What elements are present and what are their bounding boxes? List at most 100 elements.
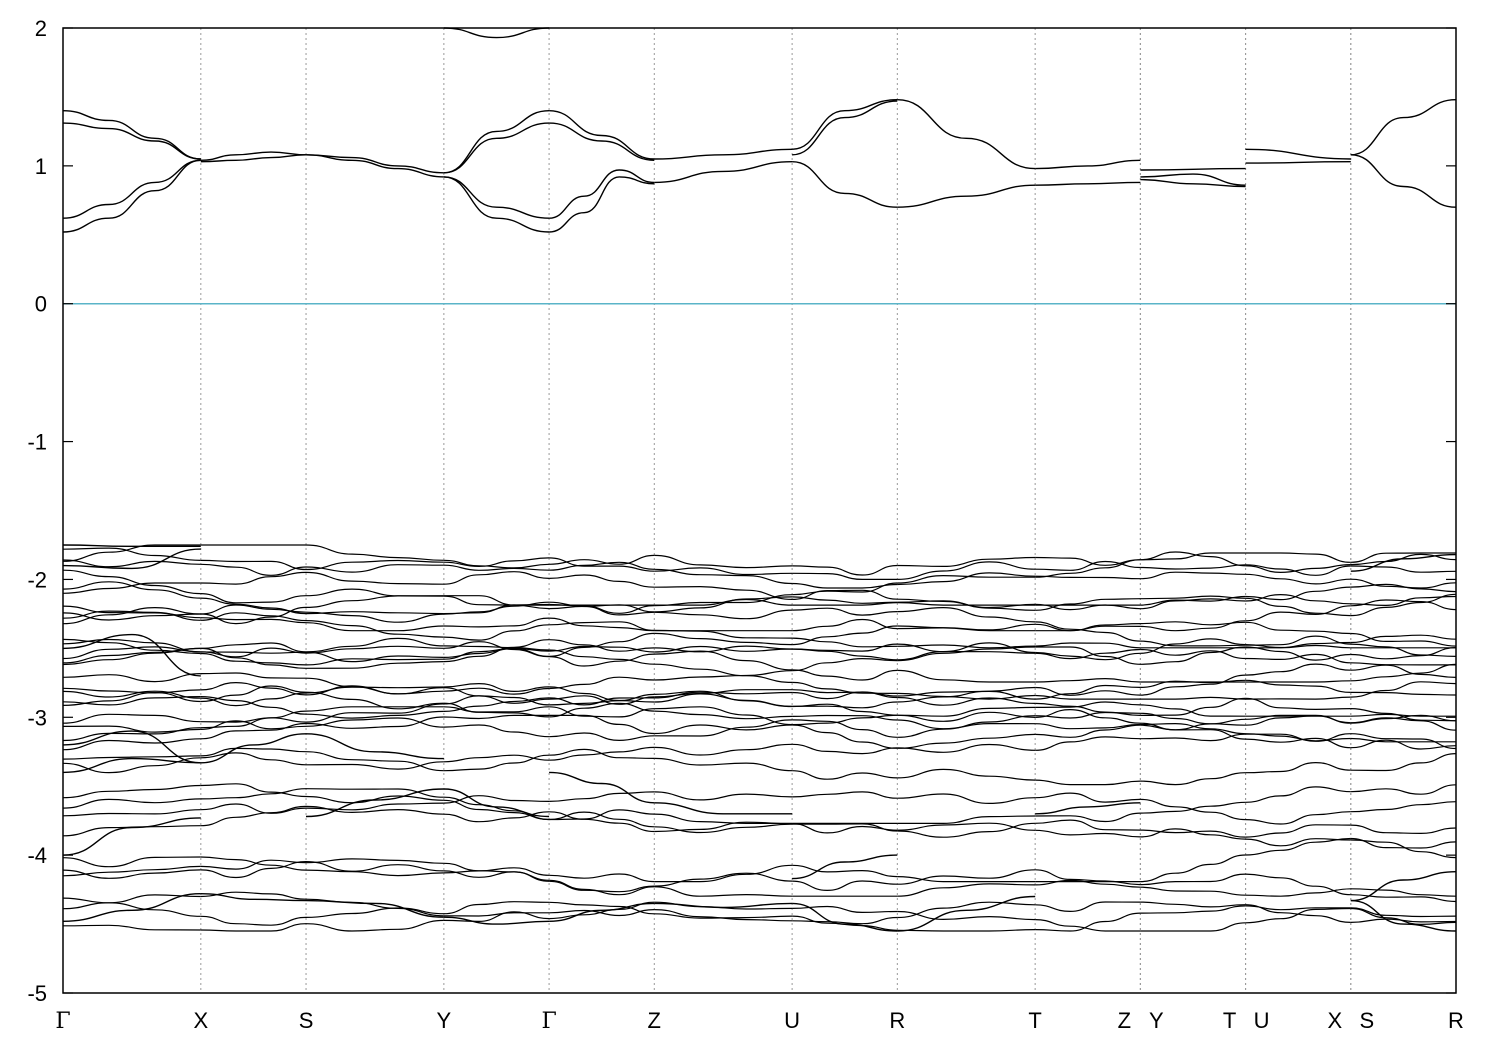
valence-manifold-line xyxy=(1140,854,1246,883)
valence-manifold-line xyxy=(62,547,201,561)
valence-manifold-line xyxy=(897,869,1036,885)
valence-band-line xyxy=(305,733,444,760)
valence-manifold-line xyxy=(1140,798,1246,821)
valence-manifold-line xyxy=(654,791,793,801)
valence-manifold-line xyxy=(305,645,444,654)
valence-manifold-line xyxy=(654,821,793,833)
valence-manifold-line xyxy=(897,623,1036,631)
valence-manifold-line xyxy=(549,601,655,613)
valence-manifold-line xyxy=(443,571,550,585)
valence-manifold-line xyxy=(305,858,444,864)
valence-manifold-line xyxy=(549,746,655,761)
valence-manifold-line xyxy=(1350,595,1457,607)
valence-band-line xyxy=(1350,871,1457,902)
valence-manifold-line xyxy=(305,761,444,770)
valence-manifold-line xyxy=(792,637,898,648)
valence-manifold-line xyxy=(1245,646,1351,661)
valence-manifold-line xyxy=(1140,679,1246,688)
valence-manifold-line xyxy=(897,696,1036,706)
valence-manifold-line xyxy=(443,811,550,823)
valence-manifold-line xyxy=(305,716,444,729)
valence-manifold-line xyxy=(1350,753,1457,772)
valence-manifold-line xyxy=(792,823,898,832)
valence-manifold-line xyxy=(1350,565,1457,573)
valence-manifold-line xyxy=(1245,786,1351,803)
valence-manifold-line xyxy=(1140,886,1246,896)
valence-manifold-line xyxy=(1245,761,1351,774)
valence-manifold-line xyxy=(654,872,793,887)
valence-manifold-line xyxy=(1350,593,1457,617)
valence-manifold-line xyxy=(1140,801,1246,814)
valence-manifold-line xyxy=(1245,737,1351,749)
valence-manifold-line xyxy=(549,653,655,667)
valence-manifold-line xyxy=(1350,714,1457,724)
valence-band-line xyxy=(200,733,307,764)
y-tick-label: -2 xyxy=(27,567,47,592)
conduction-band-line xyxy=(305,154,444,178)
valence-band-line xyxy=(792,854,898,880)
valence-manifold-line xyxy=(1140,640,1246,647)
valence-manifold-line xyxy=(654,757,793,772)
kpoint-label: T xyxy=(1223,1008,1236,1033)
valence-manifold-line xyxy=(549,791,655,802)
valence-manifold-line xyxy=(549,901,655,920)
valence-manifold-line xyxy=(62,809,201,817)
valence-manifold-line xyxy=(200,891,307,900)
valence-manifold-line xyxy=(200,647,307,658)
valence-manifold-line xyxy=(792,719,898,738)
valence-manifold-line xyxy=(1245,679,1351,693)
conduction-band-line xyxy=(1245,161,1351,164)
grid-layer xyxy=(200,28,1352,993)
valence-manifold-line xyxy=(62,727,201,742)
valence-manifold-line xyxy=(200,861,307,879)
valence-band-line xyxy=(897,895,1036,932)
valence-manifold-line xyxy=(200,612,307,622)
valence-manifold-line xyxy=(1245,837,1351,856)
valence-manifold-line xyxy=(305,710,444,719)
valence-manifold-line xyxy=(792,791,898,799)
valence-manifold-line xyxy=(654,693,793,707)
valence-manifold-line xyxy=(200,752,307,766)
conduction-band-line xyxy=(1350,99,1457,156)
valence-manifold-line xyxy=(200,859,307,870)
valence-manifold-line xyxy=(549,574,655,588)
valence-manifold-line xyxy=(200,652,307,666)
valence-manifold-line xyxy=(443,901,550,915)
valence-manifold-line xyxy=(1350,737,1456,743)
valence-manifold-line xyxy=(1350,632,1457,647)
valence-manifold-line xyxy=(792,915,898,931)
valence-manifold-line xyxy=(200,722,307,740)
kpoint-label: X xyxy=(193,1008,208,1033)
valence-manifold-line xyxy=(897,876,1036,883)
valence-manifold-line xyxy=(1035,686,1141,696)
valence-manifold-line xyxy=(1245,653,1351,664)
valence-manifold-line xyxy=(654,886,793,897)
valence-manifold-line xyxy=(1350,647,1457,660)
valence-manifold-line xyxy=(549,649,655,665)
kpoint-label: Γ xyxy=(55,1009,70,1034)
valence-manifold-line xyxy=(62,902,201,917)
valence-manifold-line xyxy=(897,561,1036,580)
valence-manifold-line xyxy=(897,822,1036,838)
valence-manifold-line xyxy=(305,717,444,728)
valence-manifold-line xyxy=(792,864,898,878)
valence-manifold-line xyxy=(549,811,655,833)
valence-manifold-line xyxy=(1245,663,1351,676)
valence-manifold-line xyxy=(1350,739,1457,750)
valence-manifold-line xyxy=(792,589,898,600)
valence-manifold-line xyxy=(62,924,201,931)
valence-manifold-line xyxy=(200,559,307,571)
valence-manifold-line xyxy=(1245,905,1351,911)
valence-manifold-line xyxy=(200,747,307,757)
valence-manifold-line xyxy=(305,691,444,710)
valence-manifold-line xyxy=(1350,801,1457,813)
valence-manifold-line xyxy=(897,768,1036,781)
valence-manifold-line xyxy=(897,572,1036,586)
valence-manifold-line xyxy=(1245,680,1351,683)
valence-manifold-line xyxy=(443,862,550,882)
conduction-band-line xyxy=(1245,148,1351,160)
valence-manifold-line xyxy=(62,691,201,706)
kpoint-label: U xyxy=(1254,1008,1270,1033)
valence-manifold-line xyxy=(62,647,201,666)
valence-manifold-line xyxy=(305,595,444,608)
